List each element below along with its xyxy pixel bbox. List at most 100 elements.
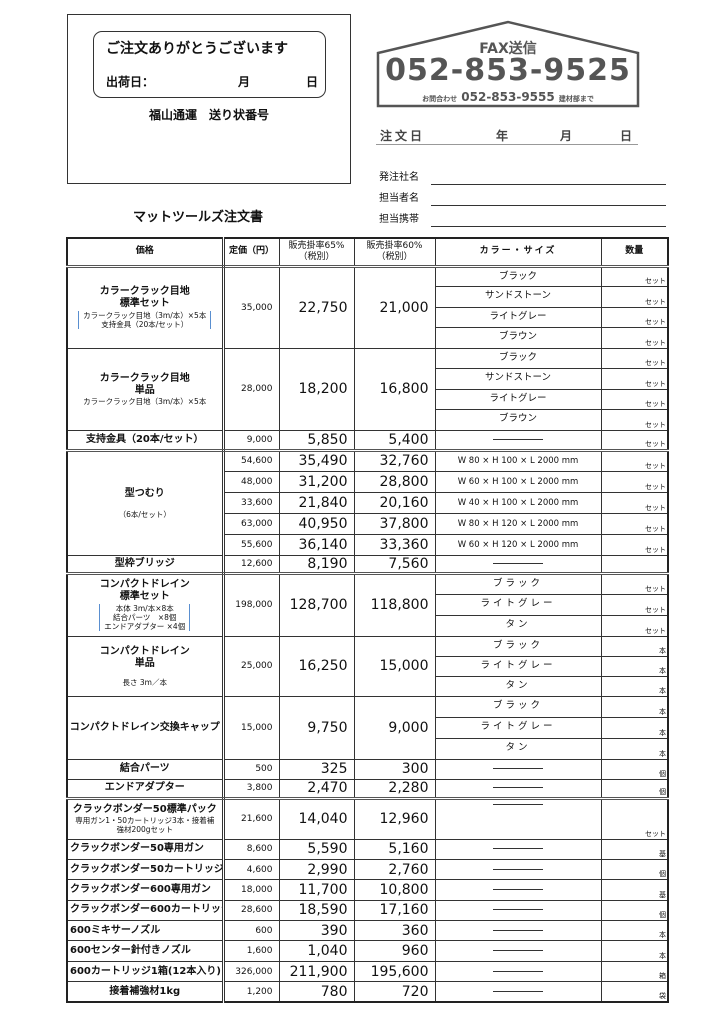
contact-name-field[interactable]: 担当者名 [379,189,666,206]
color-size-option: ブラック [434,347,602,369]
ship-month-label: 月 [238,75,251,89]
quantity-input[interactable]: 本 [600,920,669,942]
price-65: 21,840 [278,491,355,514]
not-applicable-dash [493,909,543,911]
quantity-input[interactable]: 本 [600,635,669,657]
color-size-option [434,920,602,942]
quantity-input[interactable]: セット [600,409,669,431]
list-price: 33,600 [222,491,280,514]
quantity-input[interactable]: セット [600,797,669,840]
quantity-input[interactable]: セット [600,593,669,616]
table-row: クラックボンダー50標準パック 専用ガン1・50カートリッジ3本・接着補 強材200… [66,797,669,840]
color-size-label: ブラック [492,639,543,651]
product-name: クラックボンダー50専用ガン [70,843,204,855]
order-date-field[interactable]: 注文日 年 月 日 [376,127,638,145]
quantity-input[interactable]: セット [600,533,669,556]
color-size-label: W 80 × H 100 × L 2000 mm [457,456,579,466]
price-65: 390 [278,920,355,942]
quantity-input[interactable]: 個 [600,858,669,881]
product-name-cell: 600ミキサーノズル [66,920,225,942]
quantity-input[interactable]: 本 [600,737,669,760]
order-table: 価格 定価（円） 販売掛率65% （税別） 販売掛率60% （税別） カラー・サ… [66,237,669,1004]
list-price: 25,000 [222,635,280,697]
quantity-input[interactable]: セット [600,512,669,535]
product-name: 支持金具（20本/セット） [85,433,204,445]
table-row: クラックボンダー600専用ガン 18,000 11,700 10,800 基 [66,879,669,901]
price-65: 18,590 [278,899,355,922]
list-price: 1,600 [222,940,280,962]
list-price: 326,000 [222,960,280,983]
quantity-input[interactable]: 袋 [600,981,669,1003]
table-row: 結合パーツ 500 325 300 個 [66,758,669,780]
quantity-input[interactable]: 個 [600,778,669,800]
product-name-cell: 型枠ブリッジ [66,554,225,575]
color-size-option: ブラック [434,695,602,718]
price-65: 14,040 [278,797,355,840]
quantity-input[interactable]: セット [600,368,669,390]
list-price: 63,000 [222,512,280,535]
color-size-option: タン [434,614,602,637]
quantity-input[interactable]: 本 [600,940,669,962]
product-note: 専用ガン1・50カートリッジ3本・接着補 強材200gセット [68,816,220,834]
price-60: 118,800 [353,572,436,637]
ship-date-box: ご注文ありがとうございます 出荷日： 月 日 [93,31,326,98]
table-row: 接着補強材1kg 1,200 780 720 袋 [66,981,669,1003]
contact-name-input[interactable] [431,205,666,206]
color-size-option [434,758,602,780]
product-note: （6本/セット） [68,510,220,519]
color-size-option [434,879,602,901]
quantity-input[interactable]: 本 [600,716,669,739]
product-name: カラークラック目地 [99,372,190,384]
quantity-input[interactable]: セット [600,449,669,472]
product-name-cell: クラックボンダー600カートリッジ [66,899,225,922]
list-price: 18,000 [222,879,280,901]
price-60: 2,280 [353,778,436,800]
contact-mobile-field[interactable]: 担当携帯 [379,210,666,227]
quantity-input[interactable]: 基 [600,838,669,860]
table-row: サンドストーン セット [67,368,669,390]
product-name-cell: コンパクトドレイン 標準セット 本体 3m/本×8本 結合パーツ ×8個 エンドアダプタ… [66,572,225,637]
quantity-input[interactable]: セット [600,614,669,637]
quantity-input[interactable]: セット [600,286,669,308]
contact-mobile-input[interactable] [431,226,666,227]
quantity-input[interactable]: 箱 [600,960,669,983]
product-name: 型つむり [124,487,165,499]
quantity-input[interactable]: 個 [600,758,669,780]
company-name-field[interactable]: 発注社名 [379,168,666,185]
list-price: 48,000 [222,470,280,493]
fax-number: 052-853-9525 [385,53,631,88]
product-name-cell: 600カートリッジ1箱(12本入り) [66,960,225,983]
color-size-option: ブラック [434,572,602,595]
quantity-input[interactable]: セット [600,306,669,328]
product-name-cell: エンドアダプター [66,778,225,800]
quantity-input[interactable]: セット [600,470,669,493]
price-60: 32,760 [353,449,436,472]
not-applicable-dash [493,888,543,890]
quantity-input[interactable]: 本 [600,675,669,697]
quantity-input[interactable]: セット [600,429,669,452]
quantity-input[interactable]: セット [600,572,669,595]
color-size-label: W 60 × H 100 × L 2000 mm [457,476,579,487]
quantity-input[interactable]: セット [600,388,669,410]
price-60: 2,760 [353,858,436,881]
fax-label: FAX送信 [479,41,537,57]
quantity-input[interactable]: 基 [600,879,669,901]
quantity-input[interactable]: 個 [600,899,669,922]
color-size-option: ライトグレー [434,593,602,616]
company-name-input[interactable] [431,184,666,185]
quantity-input[interactable]: セット [600,265,669,287]
table-header-row: 価格 定価（円） 販売掛率65% （税別） 販売掛率60% （税別） カラー・サ… [66,237,669,268]
header-product: 価格 [66,237,225,268]
table-row: 48,000 31,200 28,800 W 60 × H 100 × L 2000 … [67,470,669,493]
quantity-input[interactable]: 本 [600,655,669,677]
price-60: 15,000 [353,635,436,697]
quantity-input[interactable]: セット [600,347,669,369]
color-size-option [434,940,602,962]
quantity-input[interactable]: 本 [600,695,669,718]
quantity-input[interactable]: セット [600,327,669,349]
product-name: 接着補強材1kg [109,985,181,997]
quantity-input[interactable]: セット [600,491,669,514]
product-name: クラックボンダー600専用ガン [70,883,211,895]
quantity-input[interactable] [600,554,669,575]
table-row: 支持金具（20本/セット） 9,000 5,850 5,400 セット [66,429,669,452]
